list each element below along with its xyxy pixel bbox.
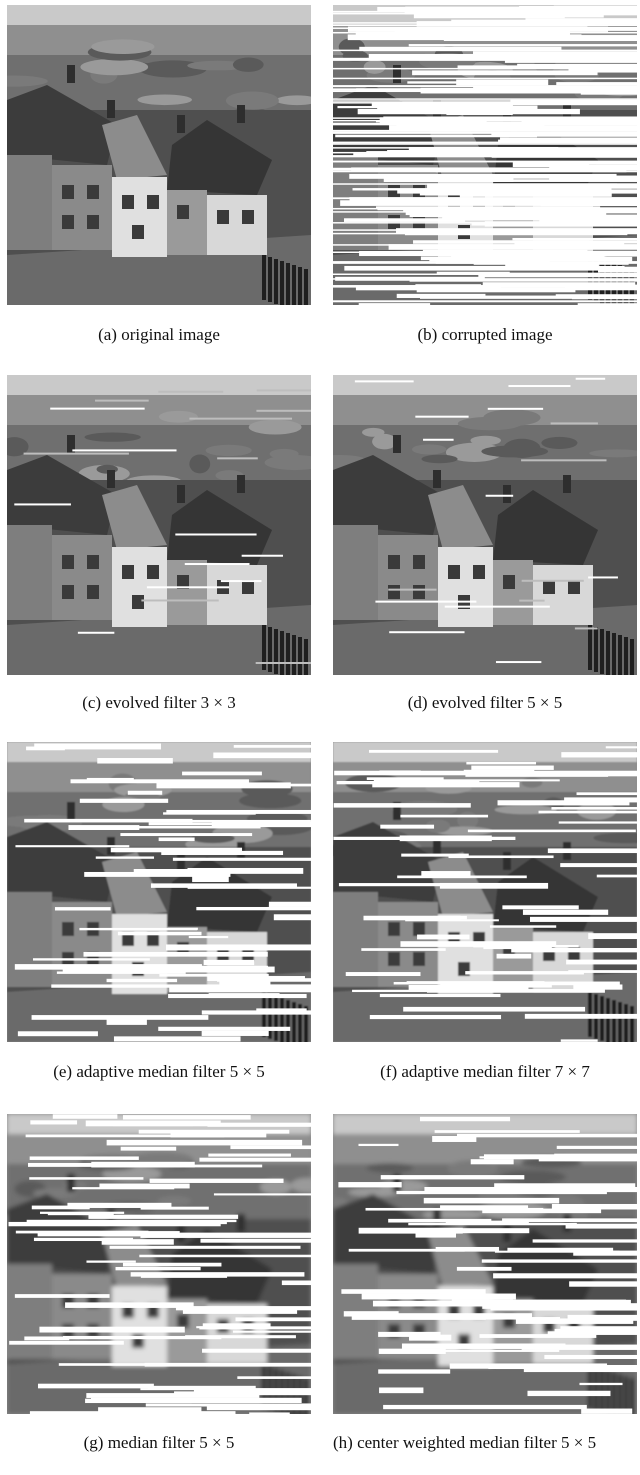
caption-label: (b) [417, 325, 438, 344]
scene-graphic [7, 375, 311, 675]
scene-graphic [333, 5, 637, 305]
image-evolved-3x3 [7, 375, 311, 675]
scene-graphic [7, 742, 311, 1042]
caption-label: (h) [333, 1433, 353, 1452]
image-center-weighted-median-5x5 [333, 1114, 637, 1414]
caption-text: original image [121, 325, 220, 344]
caption-a: (a) original image [7, 324, 311, 346]
scene-graphic [7, 5, 311, 305]
image-evolved-5x5 [333, 375, 637, 675]
caption-label: (a) [98, 325, 117, 344]
scene-graphic [7, 1114, 311, 1414]
image-adaptive-median-5x5 [7, 742, 311, 1042]
caption-f: (f) adaptive median filter 7 × 7 [333, 1061, 637, 1083]
caption-text: center weighted median filter 5 × 5 [357, 1433, 597, 1452]
caption-label: (f) [380, 1062, 398, 1081]
scene-graphic [333, 742, 637, 1042]
image-original [7, 5, 311, 305]
scene-graphic [333, 375, 637, 675]
caption-text: adaptive median filter 5 × 5 [76, 1062, 265, 1081]
caption-label: (d) [407, 693, 428, 712]
caption-label: (e) [53, 1062, 73, 1081]
caption-text: median filter 5 × 5 [107, 1433, 235, 1452]
caption-g: (g) median filter 5 × 5 [7, 1432, 311, 1454]
image-median-5x5 [7, 1114, 311, 1414]
image-corrupted [333, 5, 637, 305]
caption-label: (g) [83, 1433, 104, 1452]
caption-text: adaptive median filter 7 × 7 [401, 1062, 590, 1081]
caption-text: evolved filter 5 × 5 [431, 693, 563, 712]
caption-c: (c) evolved filter 3 × 3 [7, 692, 311, 714]
caption-h: (h) center weighted median filter 5 × 5 [333, 1432, 637, 1454]
caption-label: (c) [82, 693, 102, 712]
caption-e: (e) adaptive median filter 5 × 5 [7, 1061, 311, 1083]
caption-b: (b) corrupted image [333, 324, 637, 346]
image-adaptive-median-7x7 [333, 742, 637, 1042]
caption-text: corrupted image [441, 325, 553, 344]
scene-graphic [333, 1114, 637, 1414]
caption-text: evolved filter 3 × 3 [105, 693, 236, 712]
caption-d: (d) evolved filter 5 × 5 [333, 692, 637, 714]
